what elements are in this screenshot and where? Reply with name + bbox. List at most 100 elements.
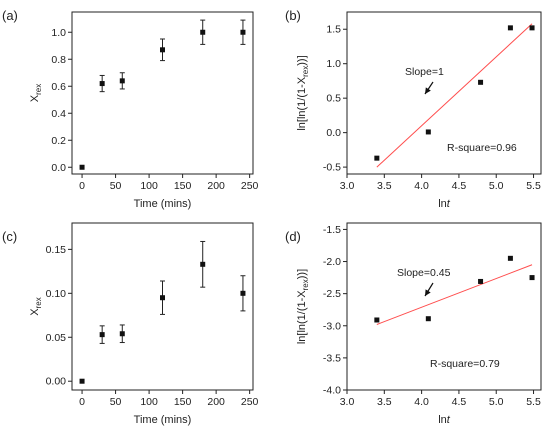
- y-tick-label: 0.6: [51, 81, 66, 93]
- data-point: [425, 316, 431, 322]
- y-axis-title-post: ))]: [296, 55, 308, 65]
- x-axis-title: Time (mins): [134, 414, 192, 426]
- x-tick-label: 5.5: [526, 396, 541, 408]
- plot-frame: [346, 222, 542, 391]
- y-tick-label: -3.0: [323, 320, 341, 332]
- y-tick-label: -2.5: [323, 288, 341, 300]
- panel-label: (d): [285, 229, 301, 244]
- y-axis-title-base: X: [29, 308, 41, 316]
- y-axis-title-pre: ln[ln(1/(1-X: [296, 290, 308, 344]
- x-tick-label: 4.0: [414, 396, 429, 408]
- data-point: [529, 275, 535, 281]
- rsquare-annotation: R-square=0.79: [430, 358, 500, 370]
- y-axis-title-sub: rex: [34, 297, 43, 308]
- data-point: [99, 332, 105, 338]
- x-axis-title-base: ln: [438, 414, 447, 426]
- x-tick-label: 50: [110, 396, 122, 408]
- y-tick-label: -4.0: [323, 385, 341, 397]
- x-tick-label: 5.0: [489, 180, 504, 192]
- y-tick-label: -2.0: [323, 256, 341, 268]
- data-point: [79, 164, 85, 170]
- y-tick-label: 0.0: [326, 127, 341, 139]
- x-tick-label: 3.0: [340, 180, 355, 192]
- slope-annotation: Slope=1: [405, 66, 444, 78]
- panel-label: (a): [2, 8, 18, 23]
- y-tick-label: -1.5: [323, 224, 341, 236]
- x-tick-label: 150: [174, 396, 192, 408]
- data-point: [507, 25, 513, 31]
- y-axis-title-sub: rex: [301, 66, 310, 77]
- y-tick-label: 0.05: [46, 332, 67, 344]
- x-tick-label: 3.5: [377, 180, 392, 192]
- data-point: [425, 129, 431, 135]
- x-tick-label: 3.0: [340, 396, 355, 408]
- plot-frame: [71, 11, 254, 175]
- plot-frame: [346, 11, 542, 175]
- x-tick-label: 100: [140, 396, 158, 408]
- y-axis-title-post: ))]: [296, 269, 308, 279]
- data-point: [99, 81, 105, 87]
- y-tick-label: -3.5: [323, 352, 341, 364]
- data-point: [79, 378, 85, 384]
- x-tick-label: 4.5: [452, 396, 467, 408]
- data-point: [240, 29, 246, 35]
- y-tick-label: 1.0: [326, 58, 341, 70]
- x-axis-title-var: t: [447, 198, 451, 210]
- y-axis-title: Xrex: [29, 84, 43, 102]
- x-tick-label: 200: [207, 180, 225, 192]
- data-point: [374, 155, 380, 161]
- y-axis-title: ln[ln(1/(1-Xrex))]: [296, 269, 310, 344]
- x-tick-label: 5.0: [489, 396, 504, 408]
- data-point: [200, 261, 206, 267]
- x-tick-label: 4.0: [414, 180, 429, 192]
- y-tick-label: 0.10: [46, 288, 67, 300]
- y-tick-label: 0.2: [51, 135, 66, 147]
- data-point: [478, 79, 484, 85]
- x-tick-label: 4.5: [452, 180, 467, 192]
- data-point: [529, 25, 535, 31]
- fit-line: [376, 264, 533, 325]
- data-point: [119, 78, 125, 84]
- x-tick-label: 150: [174, 180, 192, 192]
- chart-panel-3: (d) 3.0 3.5 4.0 4.5 5.0 5.5 -4.0 -3.5 -3.0 -2.5 -2.…: [285, 222, 542, 426]
- x-tick-label: 250: [241, 180, 259, 192]
- x-axis-title: lnt: [438, 414, 451, 426]
- y-tick-label: 0.8: [51, 54, 66, 66]
- slope-annotation: Slope=0.45: [397, 267, 451, 279]
- chart-panel-1: (b) 3.0 3.5 4.0 4.5 5.0 5.5 -0.5 0.0 0.5 1.0 1.5 lnt…: [285, 8, 542, 210]
- y-tick-label: -0.5: [323, 162, 341, 174]
- x-axis-title-base: ln: [438, 198, 447, 210]
- x-tick-label: 50: [110, 180, 122, 192]
- data-point: [160, 295, 165, 301]
- chart-panel-0: (a) 0 50 100 150 200 250 0.0 0.2 0.4 0.6 0.8 1.0 Time…: [2, 8, 259, 210]
- x-tick-label: 0: [79, 180, 85, 192]
- x-tick-label: 3.5: [377, 396, 392, 408]
- panel-label: (b): [285, 8, 301, 23]
- y-axis-title-base: X: [29, 94, 41, 102]
- y-tick-label: 0.4: [51, 108, 66, 120]
- annotation-arrow-head: [425, 87, 431, 94]
- rsquare-annotation: R-square=0.96: [447, 142, 517, 154]
- x-axis-title-var: t: [447, 414, 451, 426]
- x-axis-title: Time (mins): [134, 198, 192, 210]
- y-axis-title: ln[ln(1/(1-Xrex))]: [296, 55, 310, 130]
- x-tick-label: 5.5: [526, 180, 541, 192]
- y-tick-label: 1.5: [326, 24, 341, 36]
- y-tick-label: 0.15: [46, 244, 67, 256]
- data-point: [200, 29, 206, 35]
- panel-label: (c): [2, 229, 17, 244]
- y-tick-label: 0.00: [46, 376, 67, 388]
- data-point: [374, 317, 380, 323]
- fit-line: [376, 23, 533, 168]
- x-tick-label: 0: [79, 396, 85, 408]
- annotation-arrow-head: [425, 289, 431, 296]
- x-tick-label: 250: [241, 396, 259, 408]
- y-tick-label: 1.0: [51, 27, 66, 39]
- y-axis-title-sub: rex: [301, 279, 310, 290]
- x-tick-label: 100: [140, 180, 158, 192]
- x-axis-title: lnt: [438, 198, 451, 210]
- data-point: [507, 255, 513, 261]
- chart-panel-2: (c) 0 50 100 150 200 250 0.00 0.05 0.10 0.15 Time (…: [2, 222, 259, 426]
- y-axis-title-pre: ln[ln(1/(1-X: [296, 76, 308, 130]
